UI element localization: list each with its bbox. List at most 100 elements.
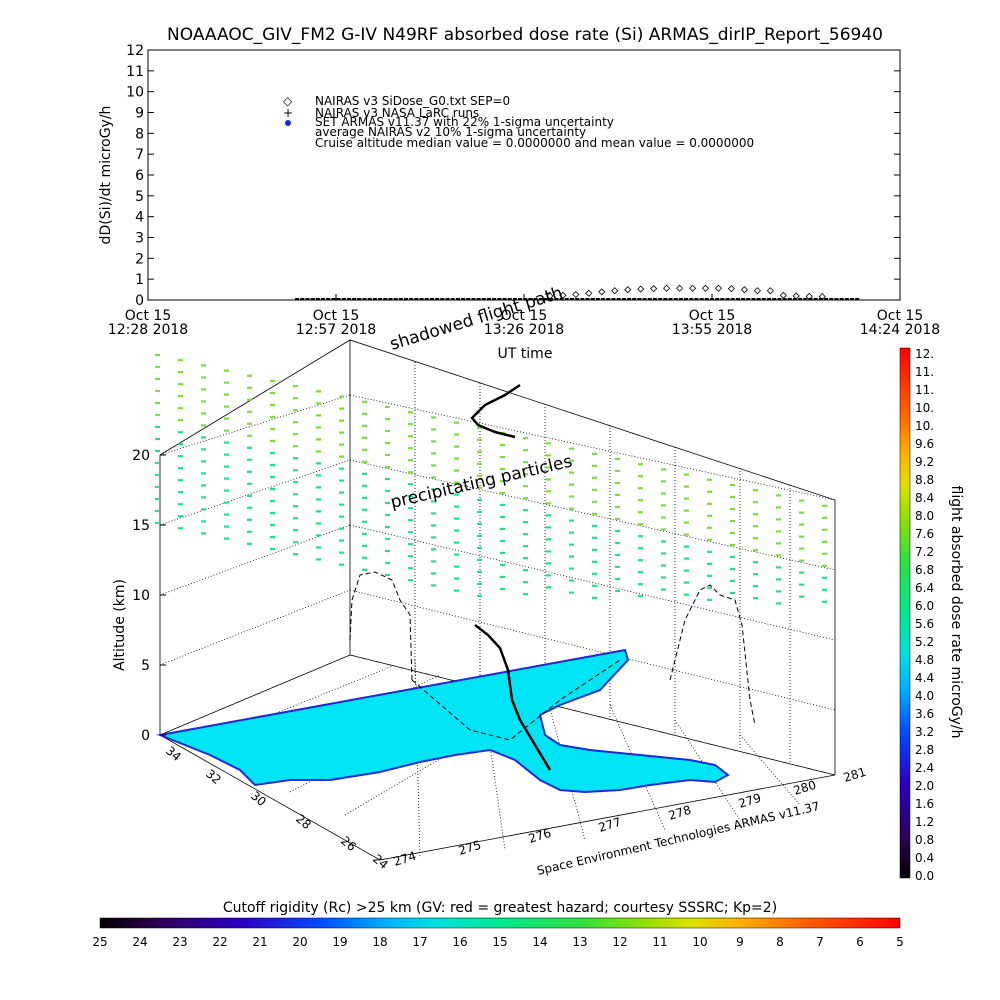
rigidity-tick: 6 (856, 935, 864, 949)
rigidity-tick: 10 (692, 935, 707, 949)
rigidity-tick: 24 (132, 935, 147, 949)
y-tick-label: 5 (135, 189, 144, 205)
y-tick-label: 10 (126, 85, 144, 101)
dose-colorbar-label: flight absorbed dose rate microGy/h (948, 486, 964, 739)
dose-colorbar-tick: 8.4 (915, 491, 934, 505)
altitude-tick-label: 15 (132, 518, 150, 534)
box-back-wall (159, 339, 836, 775)
legend-entry-3: SET ARMAS v11.37 with 22% 1-sigma uncert… (315, 115, 614, 129)
dose-colorbar-tick: 1.2 (915, 815, 934, 829)
altitude-axis-label: Altitude (km) (112, 579, 128, 671)
dose-colorbar: 12. 11. 11. 10. 10. 9.6 9.2 8.8 8.4 8.0 7.6 7.2 6.8 6… (899, 347, 964, 883)
longitude-tick-label: 278 (667, 803, 693, 823)
nairas-diamond-point (637, 285, 645, 293)
altitude-ticks: 0 5 10 15 20 (132, 448, 166, 744)
nairas-diamond-point (740, 286, 748, 294)
rigidity-tick: 5 (896, 935, 904, 949)
rigidity-tick: 22 (212, 935, 227, 949)
nairas-diamond-point (585, 289, 593, 297)
dose-colorbar-tick: 10. (915, 401, 934, 415)
y-tick-label: 12 (126, 43, 144, 59)
longitude-tick-label: 280 (792, 778, 818, 798)
nairas-diamond-point (624, 286, 632, 294)
legend-entry-5: Cruise altitude median value = 0.0000000… (315, 136, 754, 150)
rigidity-tick: 11 (652, 935, 667, 949)
nairas-diamond-point (598, 288, 606, 296)
longitude-tick-label: 277 (597, 815, 623, 835)
x-tick-time: 13:26 2018 (484, 322, 564, 338)
rigidity-tick: 7 (816, 935, 824, 949)
dose-colorbar-tick: 1.6 (915, 797, 934, 811)
box-floor-left (159, 654, 836, 776)
x-tick-date: Oct 15 (501, 308, 547, 324)
rigidity-tick: 15 (492, 935, 507, 949)
x-tick-time: 12:28 2018 (108, 322, 188, 338)
x-tick-time: 14:24 2018 (860, 322, 940, 338)
shadow-path-right (669, 584, 756, 726)
dose-colorbar-tick: 2.0 (915, 779, 934, 793)
longitude-tick-label: 274 (392, 849, 418, 869)
y-tick-label: 3 (135, 231, 144, 247)
nairas-diamond-point (805, 292, 813, 300)
rigidity-tick: 23 (172, 935, 187, 949)
rigidity-colorbar: Cutoff rigidity (Rc) >25 km (GV: red = g… (92, 900, 903, 949)
dose-colorbar-tick: 3.2 (915, 725, 934, 739)
nairas-diamond-point (766, 287, 774, 295)
left-wall-grid (159, 394, 351, 666)
dose-rate-field (155, 353, 827, 605)
longitude-tick-label: 275 (457, 838, 483, 858)
figure-title: NOAAAOC_GIV_FM2 G-IV N49RF absorbed dose… (167, 25, 883, 45)
legend-entry-4: average NAIRAS v2 10% 1-sigma uncertaint… (315, 125, 586, 139)
dose-colorbar-tick: 4.8 (915, 653, 934, 667)
dose-colorbar-tick: 3.6 (915, 707, 934, 721)
shadowed-flight-path (349, 571, 756, 741)
nairas-diamond-point (663, 284, 671, 292)
nairas-diamond-point (701, 284, 710, 292)
legend-symbol-diamond: ◇ (283, 94, 293, 108)
timeseries-marks (295, 284, 860, 301)
rigidity-tick: 13 (572, 935, 587, 949)
dose-colorbar-tick: 5.6 (915, 617, 934, 631)
back-wall-grid (349, 362, 836, 762)
dose-colorbar-tick: 6.8 (915, 563, 934, 577)
dose-colorbar-tick: 8.0 (915, 509, 934, 523)
y-tick-label: 6 (135, 168, 144, 184)
rigidity-ticks: 25 24 23 22 21 20 19 18 17 16 15 14 13 12 11 10 9 8 7 6 5 (92, 935, 903, 949)
dose-colorbar-tick: 10. (915, 419, 934, 433)
dose-colorbar-tick: 4.4 (915, 671, 934, 685)
x-tick-date: Oct 15 (125, 308, 171, 324)
nairas-diamond-point (559, 291, 567, 299)
y-tick-label: 4 (135, 210, 144, 226)
altitude-tick-label: 5 (141, 658, 150, 674)
x-tick-date: Oct 15 (689, 308, 735, 324)
dose-colorbar-tick: 7.6 (915, 527, 934, 541)
nairas-diamond-point (714, 284, 723, 292)
nairas-diamond-point (611, 287, 619, 295)
x-tick-time: 12:57 2018 (296, 322, 376, 338)
altitude-tick-label: 10 (132, 588, 150, 604)
timeseries-y-label: dD(Si)/dt microGy/h (98, 106, 114, 245)
dose-colorbar-tick: 6.0 (915, 599, 934, 613)
x-tick-time: 13:55 2018 (672, 322, 752, 338)
shadow-path-floor (411, 659, 621, 741)
dose-colorbar-tick: 0.4 (915, 851, 934, 865)
longitude-tick-label: 279 (737, 791, 763, 811)
latitude-tick-label: 30 (248, 789, 269, 810)
x-tick-date: Oct 15 (313, 308, 359, 324)
floor-front-edge (159, 734, 836, 861)
dose-colorbar-tick: 9.6 (915, 437, 934, 451)
flight-path (470, 383, 552, 771)
nairas-diamond-point (753, 287, 761, 295)
rigidity-tick: 18 (372, 935, 387, 949)
dose-colorbar-tick: 2.4 (915, 761, 934, 775)
rigidity-tick: 21 (252, 935, 267, 949)
latitude-tick-label: 24 (370, 852, 391, 873)
nairas-diamond-point (727, 285, 736, 293)
y-tick-label: 8 (135, 126, 144, 142)
nairas-diamond-point (792, 292, 800, 300)
y-tick-label: 7 (135, 147, 144, 163)
rigidity-tick: 16 (452, 935, 467, 949)
